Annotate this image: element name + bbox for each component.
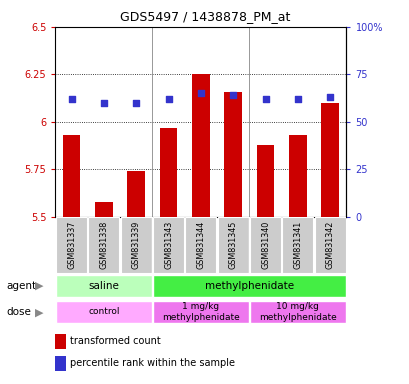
- Bar: [321, 103, 338, 217]
- Point: [100, 100, 107, 106]
- Text: dose: dose: [6, 307, 31, 317]
- Text: GSM831341: GSM831341: [293, 221, 302, 269]
- Text: GSM831338: GSM831338: [99, 221, 108, 269]
- Point: [197, 90, 204, 96]
- FancyBboxPatch shape: [88, 217, 119, 273]
- FancyBboxPatch shape: [314, 217, 345, 273]
- Text: GSM831337: GSM831337: [67, 221, 76, 269]
- Text: percentile rank within the sample: percentile rank within the sample: [70, 358, 234, 368]
- Text: 1 mg/kg
methylphenidate: 1 mg/kg methylphenidate: [162, 302, 239, 322]
- Point: [165, 96, 171, 102]
- Point: [326, 94, 333, 100]
- FancyBboxPatch shape: [249, 301, 345, 323]
- Point: [229, 92, 236, 98]
- Text: GSM831342: GSM831342: [325, 221, 334, 269]
- FancyBboxPatch shape: [217, 217, 248, 273]
- Text: transformed count: transformed count: [70, 336, 160, 346]
- Point: [133, 100, 139, 106]
- Point: [294, 96, 301, 102]
- Text: agent: agent: [6, 281, 36, 291]
- Point: [68, 96, 74, 102]
- FancyBboxPatch shape: [152, 301, 249, 323]
- FancyBboxPatch shape: [56, 217, 87, 273]
- Text: control: control: [88, 308, 119, 316]
- Text: saline: saline: [88, 281, 119, 291]
- FancyBboxPatch shape: [185, 217, 216, 273]
- FancyBboxPatch shape: [56, 275, 152, 297]
- Text: GSM831340: GSM831340: [261, 221, 270, 269]
- FancyBboxPatch shape: [153, 217, 184, 273]
- Text: GSM831345: GSM831345: [228, 221, 237, 269]
- FancyBboxPatch shape: [152, 275, 345, 297]
- FancyBboxPatch shape: [120, 217, 151, 273]
- FancyBboxPatch shape: [249, 217, 281, 273]
- Point: [262, 96, 268, 102]
- Bar: [63, 135, 80, 217]
- FancyBboxPatch shape: [56, 301, 152, 323]
- Text: GDS5497 / 1438878_PM_at: GDS5497 / 1438878_PM_at: [119, 10, 290, 23]
- Text: 10 mg/kg
methylphenidate: 10 mg/kg methylphenidate: [258, 302, 336, 322]
- Text: GSM831343: GSM831343: [164, 221, 173, 269]
- Bar: [288, 135, 306, 217]
- Text: ▶: ▶: [35, 281, 43, 291]
- Text: GSM831344: GSM831344: [196, 221, 205, 269]
- FancyBboxPatch shape: [282, 217, 313, 273]
- Text: ▶: ▶: [35, 307, 43, 317]
- Bar: [95, 202, 112, 217]
- Bar: [224, 91, 242, 217]
- Text: methylphenidate: methylphenidate: [204, 281, 293, 291]
- Bar: [127, 171, 145, 217]
- Bar: [256, 145, 274, 217]
- Bar: [191, 74, 209, 217]
- Text: GSM831339: GSM831339: [131, 221, 140, 269]
- Bar: [159, 127, 177, 217]
